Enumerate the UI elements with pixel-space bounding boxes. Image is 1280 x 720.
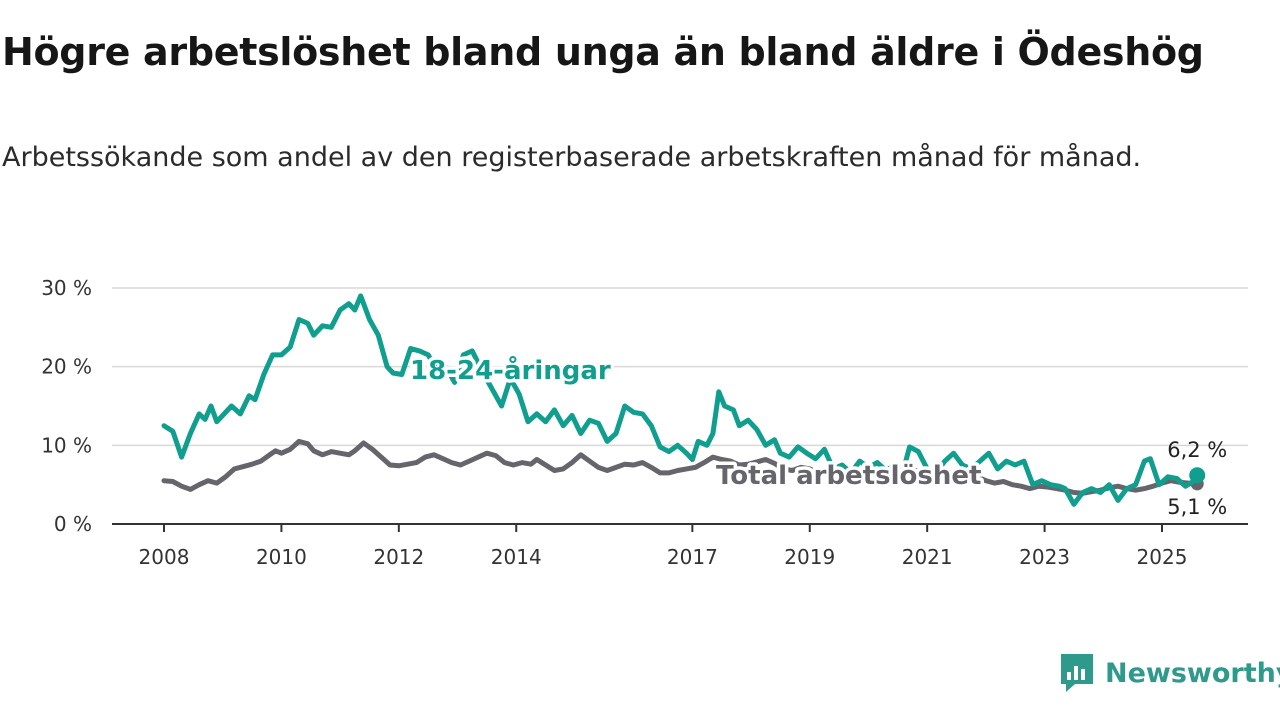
x-tick-label: 2008 [139,545,190,569]
series-lines [161,293,1206,507]
y-tick-label: 10 % [41,433,92,457]
x-tick-label: 2021 [902,545,953,569]
series-line-total [161,438,1200,496]
x-tick-label: 2023 [1019,545,1070,569]
x-tick-label: 2017 [667,545,718,569]
gridlines [112,287,1248,525]
series-end-point-youth [1189,467,1206,484]
x-tick-label: 2012 [373,545,424,569]
x-tick-label: 2019 [784,545,835,569]
newsworthy-logo-icon [1061,654,1093,692]
series-label-youth: 18-24-åringar [410,354,611,386]
newsworthy-logo: Newsworthy [1059,652,1280,694]
series-labels: 18-24-åringar Total arbetslöshet 6,2 % 5,1 … [407,351,1228,519]
x-tick-label: 2025 [1137,545,1188,569]
series-line-youth [161,293,1200,507]
y-tick-label: 30 % [41,276,92,300]
series-label-total: Total arbetslöshet [716,461,981,491]
end-value-label-youth: 6,2 % [1167,438,1227,462]
y-tick-label: 20 % [41,355,92,379]
chart-subtitle: Arbetssökande som andel av den registerb… [2,142,1142,173]
end-value-label-total: 5,1 % [1167,495,1227,519]
x-axis-ticks: 2008 2010 2012 2014 2017 2019 2021 2023 2025 [139,524,1188,569]
y-tick-label: 0 % [54,512,92,536]
x-tick-label: 2014 [491,545,542,569]
newsworthy-logo-text: Newsworthy [1105,657,1280,689]
chart-title: Högre arbetslöshet bland unga än bland ä… [2,30,1204,74]
y-axis-ticks: 0 % 10 % 20 % 30 % [41,276,92,536]
x-tick-label: 2010 [256,545,307,569]
